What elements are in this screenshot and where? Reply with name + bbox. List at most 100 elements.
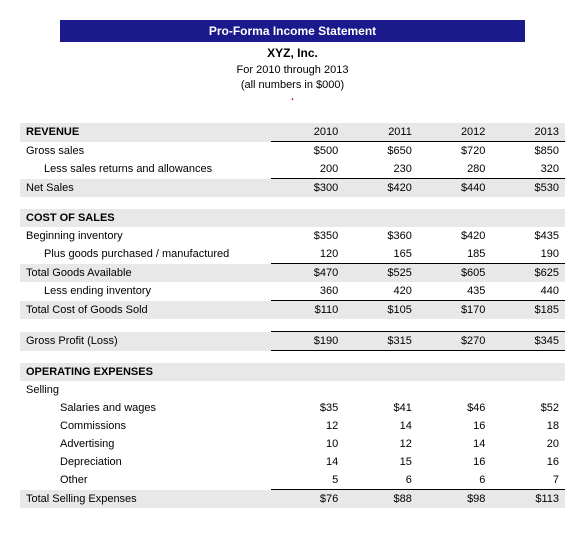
- row-label: Less sales returns and allowances: [20, 160, 271, 179]
- cell: $190: [271, 332, 345, 351]
- cell: 16: [491, 453, 565, 471]
- red-marker: ・: [20, 94, 565, 105]
- cell: $420: [344, 179, 418, 198]
- row-label: Beginning inventory: [20, 227, 271, 245]
- cell: 16: [418, 417, 492, 435]
- salaries-row: Salaries and wages $35 $41 $46 $52: [20, 399, 565, 417]
- commissions-row: Commissions 12 14 16 18: [20, 417, 565, 435]
- cell: 20: [491, 435, 565, 453]
- year-col-0: 2010: [271, 123, 345, 142]
- cell: 6: [344, 471, 418, 490]
- cell: 200: [271, 160, 345, 179]
- row-label: Gross Profit (Loss): [20, 332, 271, 351]
- company-name: XYZ, Inc.: [20, 46, 565, 60]
- cell: $270: [418, 332, 492, 351]
- less-returns-row: Less sales returns and allowances 200 23…: [20, 160, 565, 179]
- total-selling-expenses-row: Total Selling Expenses $76 $88 $98 $113: [20, 490, 565, 509]
- row-label: Plus goods purchased / manufactured: [20, 245, 271, 264]
- row-label: Total Cost of Goods Sold: [20, 301, 271, 320]
- cell: $46: [418, 399, 492, 417]
- less-ending-inventory-row: Less ending inventory 360 420 435 440: [20, 282, 565, 301]
- unit-note: (all numbers in $000): [20, 79, 565, 91]
- cell: $530: [491, 179, 565, 198]
- advertising-row: Advertising 10 12 14 20: [20, 435, 565, 453]
- cell: 18: [491, 417, 565, 435]
- cell: 12: [271, 417, 345, 435]
- row-label: Net Sales: [20, 179, 271, 198]
- cell: $35: [271, 399, 345, 417]
- cell: $650: [344, 142, 418, 161]
- cell: 12: [344, 435, 418, 453]
- cell: $105: [344, 301, 418, 320]
- year-col-2: 2012: [418, 123, 492, 142]
- row-label: Total Selling Expenses: [20, 490, 271, 509]
- cell: 5: [271, 471, 345, 490]
- cell: 230: [344, 160, 418, 179]
- cell: 14: [418, 435, 492, 453]
- cos-title: COST OF SALES: [20, 209, 271, 227]
- cell: 280: [418, 160, 492, 179]
- cell: $625: [491, 264, 565, 283]
- opex-title: OPERATING EXPENSES: [20, 363, 271, 381]
- year-col-1: 2011: [344, 123, 418, 142]
- cell: 190: [491, 245, 565, 264]
- cell: 360: [271, 282, 345, 301]
- plus-goods-row: Plus goods purchased / manufactured 120 …: [20, 245, 565, 264]
- cell: 16: [418, 453, 492, 471]
- row-label: Commissions: [20, 417, 271, 435]
- banner-title: Pro-Forma Income Statement: [60, 20, 525, 42]
- total-goods-available-row: Total Goods Available $470 $525 $605 $62…: [20, 264, 565, 283]
- cell: $76: [271, 490, 345, 509]
- row-label: Salaries and wages: [20, 399, 271, 417]
- revenue-title: REVENUE: [20, 123, 271, 142]
- cell: $350: [271, 227, 345, 245]
- cell: 165: [344, 245, 418, 264]
- period-line: For 2010 through 2013: [20, 64, 565, 76]
- cell: $170: [418, 301, 492, 320]
- cell: $113: [491, 490, 565, 509]
- cell: $315: [344, 332, 418, 351]
- row-label: Less ending inventory: [20, 282, 271, 301]
- selling-subheader-row: Selling: [20, 381, 565, 399]
- gross-sales-row: Gross sales $500 $650 $720 $850: [20, 142, 565, 161]
- cell: 10: [271, 435, 345, 453]
- row-label: Total Goods Available: [20, 264, 271, 283]
- cell: $525: [344, 264, 418, 283]
- total-cogs-row: Total Cost of Goods Sold $110 $105 $170 …: [20, 301, 565, 320]
- cell: $345: [491, 332, 565, 351]
- selling-label: Selling: [20, 381, 271, 399]
- row-label: Gross sales: [20, 142, 271, 161]
- depreciation-row: Depreciation 14 15 16 16: [20, 453, 565, 471]
- row-label: Advertising: [20, 435, 271, 453]
- cell: 14: [344, 417, 418, 435]
- gross-profit-row: Gross Profit (Loss) $190 $315 $270 $345: [20, 332, 565, 351]
- cell: 120: [271, 245, 345, 264]
- cell: $41: [344, 399, 418, 417]
- cell: $52: [491, 399, 565, 417]
- cell: 420: [344, 282, 418, 301]
- cell: $360: [344, 227, 418, 245]
- cell: 435: [418, 282, 492, 301]
- cos-header-row: COST OF SALES: [20, 209, 565, 227]
- cell: $470: [271, 264, 345, 283]
- row-label: Other: [20, 471, 271, 490]
- other-row: Other 5 6 6 7: [20, 471, 565, 490]
- cell: $440: [418, 179, 492, 198]
- revenue-header-row: REVENUE 2010 2011 2012 2013: [20, 123, 565, 142]
- cell: $850: [491, 142, 565, 161]
- cell: $605: [418, 264, 492, 283]
- cell: 440: [491, 282, 565, 301]
- cell: 15: [344, 453, 418, 471]
- cell: 14: [271, 453, 345, 471]
- opex-header-row: OPERATING EXPENSES: [20, 363, 565, 381]
- cell: $500: [271, 142, 345, 161]
- row-label: Depreciation: [20, 453, 271, 471]
- cell: $185: [491, 301, 565, 320]
- cell: $300: [271, 179, 345, 198]
- cell: 320: [491, 160, 565, 179]
- net-sales-row: Net Sales $300 $420 $440 $530: [20, 179, 565, 198]
- cell: 7: [491, 471, 565, 490]
- cell: 6: [418, 471, 492, 490]
- income-statement-table: REVENUE 2010 2011 2012 2013 Gross sales …: [20, 123, 565, 508]
- cell: $435: [491, 227, 565, 245]
